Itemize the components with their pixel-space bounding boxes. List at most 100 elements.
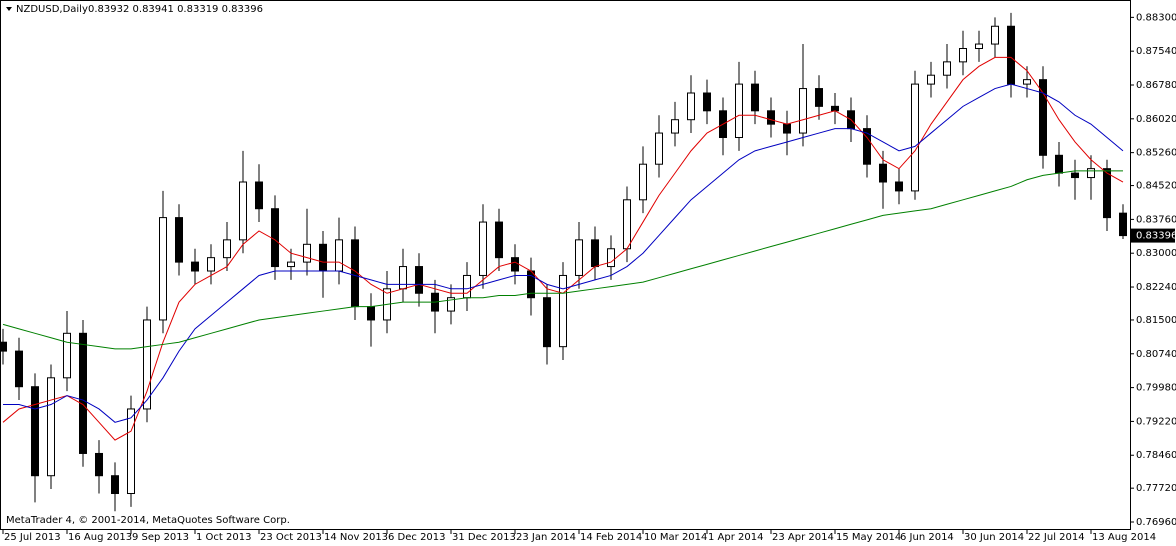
candle-body	[799, 88, 807, 134]
y-tick-label: 0.77720	[1136, 483, 1176, 494]
candle-body	[511, 257, 519, 272]
candle-body	[79, 332, 87, 454]
footer: MetaTrader 4, © 2001-2014, MetaQuotes So…	[6, 515, 290, 526]
candle-body	[575, 239, 583, 276]
candle-body	[671, 119, 679, 134]
y-tick-label: 0.79220	[1136, 416, 1176, 427]
candle-body	[623, 199, 631, 250]
x-tick-label: 15 May 2014	[836, 532, 901, 543]
chart-title: NZDUSD,Daily	[16, 4, 88, 15]
x-tick-label: 13 Aug 2014	[1092, 532, 1156, 543]
candle-body	[255, 181, 263, 210]
candle-body	[63, 332, 71, 379]
x-tick-label: 10 Mar 2014	[644, 532, 707, 543]
y-tick-label: 0.88300	[1136, 12, 1176, 23]
candle-body	[335, 239, 343, 272]
candle-body	[1007, 25, 1015, 85]
y-tick-label: 0.85260	[1136, 148, 1176, 159]
candle-body	[127, 408, 135, 495]
y-tick-label: 0.87540	[1136, 46, 1176, 57]
y-tick-label: 0.86020	[1136, 114, 1176, 125]
y-tick-label: 0.79980	[1136, 383, 1176, 394]
x-tick-label: 30 Jun 2014	[964, 532, 1024, 543]
candle-body	[287, 261, 295, 268]
y-tick-label: 0.80740	[1136, 349, 1176, 360]
candle-body	[559, 274, 567, 348]
candle-body	[223, 239, 231, 259]
x-tick-label: 23 Apr 2014	[772, 532, 834, 543]
candle-body	[1055, 154, 1063, 174]
candle-body	[143, 319, 151, 410]
x-tick-label: 31 Dec 2013	[452, 532, 516, 543]
candle-body	[879, 163, 887, 183]
candle-body	[751, 83, 759, 112]
x-tick-label: 23 Oct 2013	[260, 532, 322, 543]
y-tick-label: 0.86780	[1136, 80, 1176, 91]
candle-body	[975, 43, 983, 50]
candle-body	[655, 132, 663, 165]
candle-body	[607, 248, 615, 268]
symbol-arrow	[6, 7, 12, 11]
y-tick-label: 0.82240	[1136, 282, 1176, 293]
x-tick-label: 6 Dec 2013	[388, 532, 446, 543]
candle-body	[95, 452, 103, 477]
candle-body	[31, 386, 39, 477]
candle-body	[191, 261, 199, 272]
candle-body	[639, 163, 647, 201]
x-tick-label: 14 Feb 2014	[580, 532, 642, 543]
candle-body	[911, 83, 919, 192]
candle-body	[0, 341, 7, 352]
y-tick-label: 0.78460	[1136, 450, 1176, 461]
candle-body	[447, 297, 455, 312]
y-tick-label: 0.83000	[1136, 248, 1176, 259]
candle-body	[303, 243, 311, 263]
candle-body	[15, 350, 23, 388]
candle-body	[479, 221, 487, 276]
candle-body	[111, 475, 119, 495]
candle-body	[463, 274, 471, 299]
candle-body	[367, 306, 375, 321]
candle-body	[1039, 79, 1047, 156]
candle-body	[591, 239, 599, 268]
y-tick-label: 0.83760	[1136, 214, 1176, 225]
candle-body	[207, 257, 215, 272]
x-tick-label: 6 Jun 2014	[900, 532, 954, 543]
moving-average	[2, 170, 1123, 350]
x-tick-label: 1 Oct 2013	[196, 532, 251, 543]
candle-body	[815, 88, 823, 107]
candle-body	[1119, 212, 1127, 237]
candle-body	[863, 128, 871, 165]
candle-body	[943, 61, 951, 76]
candle-body	[415, 266, 423, 294]
candle-body	[1071, 172, 1079, 179]
candle-body	[159, 217, 167, 321]
last-price-box	[1131, 228, 1175, 243]
x-tick-label: 14 Nov 2013	[324, 532, 388, 543]
candle-body	[319, 243, 327, 272]
candle-body	[495, 221, 503, 259]
candle-body	[687, 92, 695, 121]
candle-body	[1087, 168, 1095, 179]
candle-body	[543, 297, 551, 348]
candle-body	[959, 48, 967, 63]
x-tick-label: 9 Sep 2013	[132, 532, 189, 543]
plot-frame	[0, 0, 1131, 530]
candle-body	[703, 92, 711, 112]
x-tick-label: 23 Jan 2014	[516, 532, 576, 543]
candle-body	[767, 110, 775, 125]
candle-body	[831, 105, 839, 112]
candle-body	[271, 208, 279, 268]
y-tick-label: 0.81500	[1136, 315, 1176, 326]
y-tick-label: 0.76960	[1136, 517, 1176, 528]
last-price-label: 0.83396	[1136, 231, 1176, 242]
candle-body	[399, 266, 407, 290]
x-tick-label: 1 Apr 2014	[708, 532, 763, 543]
moving-average	[3, 83, 1124, 423]
x-tick-label: 16 Aug 2013	[68, 532, 132, 543]
candle-body	[239, 181, 247, 241]
candle-body	[1023, 79, 1031, 85]
ohlc-text: 0.83932 0.83941 0.83319 0.83396	[88, 4, 263, 15]
candle-body	[175, 217, 183, 263]
y-tick-label: 0.84520	[1136, 181, 1176, 192]
